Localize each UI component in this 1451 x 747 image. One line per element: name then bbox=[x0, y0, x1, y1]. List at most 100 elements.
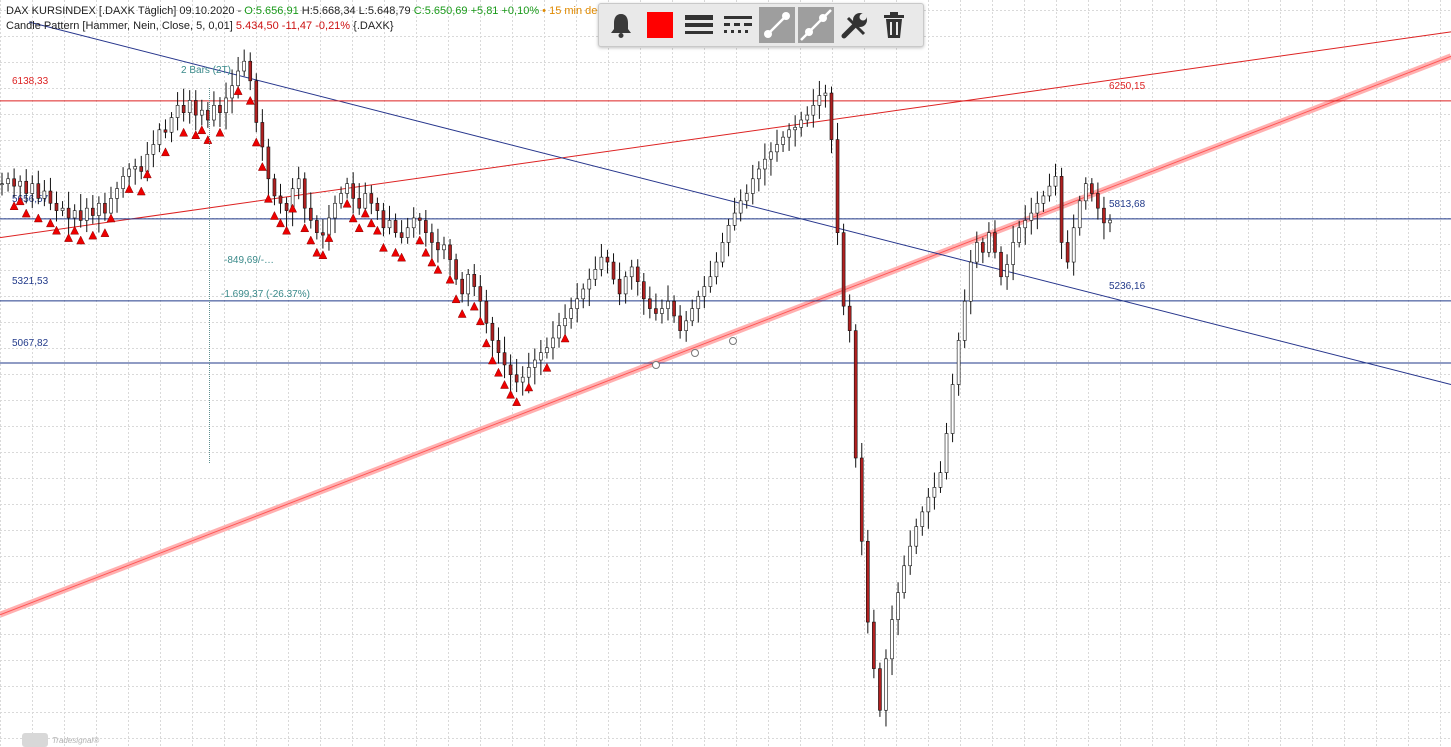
hline-right-label: 5236,16 bbox=[1109, 281, 1146, 292]
hammer-marker bbox=[245, 95, 255, 105]
trendline-lower-red-channel bbox=[0, 55, 1451, 616]
price-bar-body bbox=[539, 352, 543, 361]
price-bar-body bbox=[890, 619, 894, 660]
hammer-marker bbox=[276, 218, 285, 228]
price-bar-body bbox=[641, 281, 646, 300]
line-thickness-icon bbox=[685, 15, 713, 34]
hammer-marker bbox=[475, 316, 485, 326]
hammer-marker bbox=[360, 208, 370, 218]
price-bar-body bbox=[835, 139, 840, 233]
price-bar-body bbox=[526, 367, 531, 378]
bars-label: 2 Bars (2T) bbox=[181, 65, 231, 76]
price-bar-body bbox=[708, 276, 713, 287]
measure-label-1: -849,69/-… bbox=[224, 255, 274, 266]
line-width-button[interactable] bbox=[681, 7, 717, 43]
price-bar-body bbox=[732, 212, 737, 226]
hammer-marker bbox=[33, 213, 43, 223]
hammer-marker bbox=[512, 397, 522, 406]
price-bar-body bbox=[950, 384, 955, 434]
price-bar-body bbox=[884, 658, 888, 711]
extended-trendline-button[interactable] bbox=[798, 7, 834, 43]
hammer-marker bbox=[270, 210, 279, 220]
price-bar-body bbox=[363, 193, 368, 209]
hammer-marker bbox=[282, 225, 291, 235]
price-bar-body bbox=[581, 288, 586, 300]
price-bar-body bbox=[490, 322, 495, 341]
price-bar-body bbox=[399, 232, 404, 238]
color-button[interactable] bbox=[642, 7, 678, 43]
trendline-tool-button[interactable] bbox=[759, 7, 795, 43]
price-bar-body bbox=[224, 97, 228, 113]
alert-button[interactable] bbox=[603, 7, 639, 43]
price-bar-body bbox=[666, 300, 670, 309]
price-bar-body bbox=[436, 242, 440, 251]
price-bar-body bbox=[193, 100, 198, 116]
price-bar-body bbox=[218, 105, 222, 113]
price-bar-body bbox=[448, 244, 452, 260]
price-bar-body bbox=[781, 136, 785, 145]
price-bar-body bbox=[902, 565, 906, 594]
trendline-upper-red bbox=[0, 31, 1451, 239]
price-bar-body bbox=[145, 153, 150, 172]
hline-right-label: 5813,68 bbox=[1109, 199, 1146, 210]
price-bar-body bbox=[853, 330, 858, 459]
price-bar-body bbox=[787, 129, 791, 138]
properties-button[interactable] bbox=[837, 7, 873, 43]
price-bar-body bbox=[974, 242, 979, 263]
price-bar-body bbox=[750, 178, 755, 194]
price-bar-body bbox=[1005, 264, 1009, 278]
price-bar-body bbox=[357, 198, 362, 209]
price-bar-body bbox=[575, 298, 579, 309]
hammer-marker bbox=[263, 193, 273, 203]
price-bar-body bbox=[127, 168, 131, 177]
price-bar-body bbox=[30, 183, 35, 194]
trendlines[interactable] bbox=[0, 21, 1451, 618]
price-bar-body bbox=[1053, 176, 1058, 187]
price-bar-body bbox=[302, 178, 307, 209]
price-bar-body bbox=[878, 668, 882, 711]
price-bar-body bbox=[66, 207, 71, 219]
price-bar-body bbox=[714, 261, 719, 278]
hammer-marker bbox=[397, 252, 407, 262]
price-bar-body bbox=[411, 217, 416, 229]
price-bar-body bbox=[181, 105, 186, 113]
close-value: C:5.650,69 bbox=[413, 5, 468, 17]
price-bar-body bbox=[175, 105, 180, 118]
price-bar-body bbox=[1077, 200, 1082, 229]
price-bar-body bbox=[866, 540, 870, 623]
hammer-marker bbox=[379, 242, 388, 252]
hammer-marker bbox=[191, 130, 201, 139]
horizontal-lines[interactable]: 6138,33 6250,15 5656,57 5813,68 5321,53 5236,… bbox=[0, 76, 1451, 364]
price-bar-body bbox=[200, 109, 204, 116]
price-bar-body bbox=[381, 210, 386, 229]
hammer-marker bbox=[106, 213, 116, 223]
price-bar-body bbox=[533, 359, 537, 368]
price-bar-body bbox=[563, 318, 567, 327]
delete-button[interactable] bbox=[876, 7, 912, 43]
hammer-marker bbox=[124, 184, 134, 193]
price-bar-body bbox=[690, 308, 695, 322]
price-bar-body bbox=[938, 472, 943, 488]
price-bar-body bbox=[48, 190, 53, 204]
price-bar-body bbox=[6, 178, 10, 184]
price-bar-body bbox=[1108, 219, 1112, 224]
price-bar-body bbox=[1047, 185, 1052, 197]
price-bar-body bbox=[769, 151, 773, 160]
price-bar-body bbox=[1035, 202, 1040, 214]
price-bar-body bbox=[308, 207, 313, 221]
price-bar-body bbox=[272, 178, 277, 197]
price-bar-body bbox=[726, 225, 731, 243]
change-value: +5,81 +0,10% bbox=[470, 5, 540, 17]
price-bar-body bbox=[841, 232, 846, 307]
hammer-marker bbox=[21, 208, 31, 218]
chart-annotations: 2 Bars (2T) -849,69/-… -1.699,37 (-26.37… bbox=[181, 65, 310, 463]
measure-label-2: -1.699,37 (-26.37%) bbox=[221, 289, 310, 300]
hammer-marker bbox=[494, 367, 503, 377]
price-bar-body bbox=[387, 220, 392, 229]
line-style-button[interactable] bbox=[720, 7, 756, 43]
price-bar-body bbox=[18, 180, 22, 187]
price-bar-body bbox=[811, 105, 816, 116]
price-bar-body bbox=[896, 592, 900, 620]
price-bar-body bbox=[744, 193, 749, 202]
